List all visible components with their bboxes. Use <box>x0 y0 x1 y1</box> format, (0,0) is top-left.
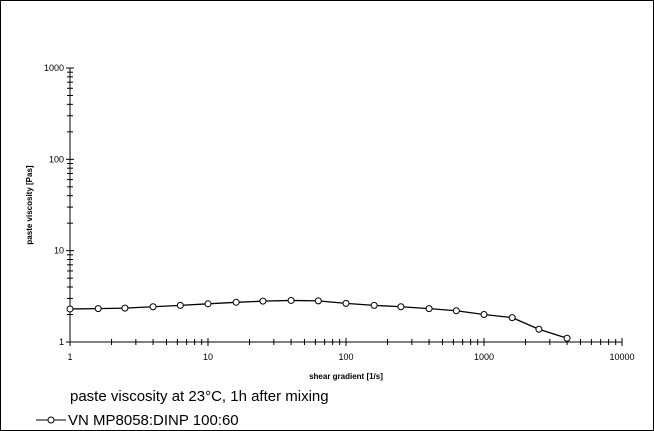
x-tick-label: 100 <box>338 352 353 362</box>
y-tick-label: 1000 <box>44 63 64 73</box>
x-tick-label: 1 <box>67 352 72 362</box>
y-tick-label: 10 <box>54 246 64 256</box>
data-point <box>204 300 212 308</box>
data-point <box>176 301 184 309</box>
x-axis-label: shear gradient [1/s] <box>309 372 383 381</box>
y-tick-label: 1 <box>59 337 64 347</box>
legend-label: VN MP8058:DINP 100:60 <box>68 412 239 429</box>
data-point <box>66 305 74 313</box>
data-point <box>397 303 405 311</box>
data-point <box>342 299 350 307</box>
y-axis-ticks: 1 10 100 1000 <box>44 63 74 347</box>
data-point <box>232 298 240 306</box>
data-point <box>508 314 516 322</box>
y-axis-label: paste viscosity [Pas] <box>25 165 34 244</box>
x-tick-label: 10000 <box>609 352 634 362</box>
data-point <box>480 311 488 319</box>
data-point <box>425 305 433 313</box>
data-point <box>314 297 322 305</box>
data-point <box>535 325 543 333</box>
data-point <box>121 304 129 312</box>
legend: VN MP8058:DINP 100:60 <box>36 412 239 429</box>
data-point <box>563 334 571 342</box>
series-layer <box>66 296 571 342</box>
data-point <box>452 307 460 315</box>
data-point <box>149 303 157 311</box>
x-axis-ticks: 1 10 100 1000 10000 <box>67 338 635 362</box>
series-line <box>69 299 568 339</box>
data-point <box>370 301 378 309</box>
y-tick-label: 100 <box>49 154 64 164</box>
x-tick-label: 1000 <box>474 352 494 362</box>
data-point <box>94 305 102 313</box>
data-point <box>287 296 295 304</box>
x-tick-label: 10 <box>203 352 213 362</box>
data-point <box>259 297 267 305</box>
chart-caption: paste viscosity at 23°C, 1h after mixing <box>70 388 329 405</box>
legend-marker-swatch <box>47 416 55 424</box>
